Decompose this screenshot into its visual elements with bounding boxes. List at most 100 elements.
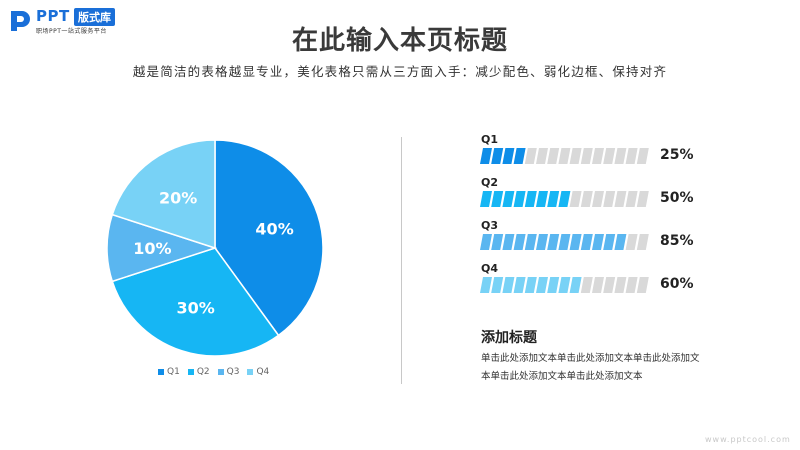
bar-empty-segment xyxy=(636,191,649,207)
bar-value-label: 60% xyxy=(660,276,694,292)
legend-item-q2: Q2 xyxy=(187,367,210,377)
pie-data-label: 10% xyxy=(133,239,171,258)
bar-fill-segment xyxy=(480,191,492,207)
side-body: 单击此处添加文本单击此处添加文本单击此处添加文 本单击此处添加文本单击此处添加文… xyxy=(481,350,731,386)
bar-empty-segment xyxy=(636,277,649,293)
bar-track xyxy=(480,191,649,207)
pie-data-label: 20% xyxy=(159,188,197,207)
side-title: 添加标题 xyxy=(481,330,537,346)
bar-fill-segment xyxy=(558,234,571,250)
bar-empty-segment xyxy=(580,148,593,164)
bar-row-q4: Q4 60% xyxy=(480,262,720,302)
bar-empty-segment xyxy=(536,148,548,164)
bar-fill-segment xyxy=(536,191,548,207)
bar-fill-segment xyxy=(524,277,537,293)
bar-fill-segment xyxy=(502,234,515,250)
pie-slice-q4 xyxy=(111,139,216,250)
legend-label: Q3 xyxy=(226,367,240,377)
bar-fill-segment xyxy=(491,277,504,293)
legend-item-q4: Q4 xyxy=(247,367,269,377)
bar-fill-segment xyxy=(603,234,616,250)
legend-swatch xyxy=(247,369,254,375)
bar-empty-segment xyxy=(592,148,604,164)
bar-empty-segment xyxy=(580,191,593,207)
bar-category-label: Q3 xyxy=(481,219,499,232)
bar-fill-segment xyxy=(491,234,504,250)
bar-empty-segment xyxy=(625,277,638,293)
bar-track xyxy=(480,277,649,293)
bar-fill-segment xyxy=(569,234,582,250)
bar-fill-segment xyxy=(480,148,492,164)
legend-label: Q2 xyxy=(196,367,210,377)
pie-data-label: 40% xyxy=(255,220,293,239)
bar-fill-segment xyxy=(502,277,515,293)
bar-fill-segment xyxy=(491,191,504,207)
legend-swatch xyxy=(187,369,194,375)
bar-empty-segment xyxy=(614,191,627,207)
bar-fill-segment xyxy=(558,191,571,207)
bar-empty-segment xyxy=(547,148,560,164)
bar-fill-segment xyxy=(513,277,526,293)
bar-fill-segment xyxy=(536,277,548,293)
legend-item-q3: Q3 xyxy=(217,367,240,377)
bar-empty-segment xyxy=(603,277,616,293)
bar-empty-segment xyxy=(569,148,582,164)
bar-fill-segment xyxy=(513,191,526,207)
bar-empty-segment xyxy=(614,277,627,293)
logo-text: PPT xyxy=(36,7,70,25)
bar-empty-segment xyxy=(603,148,616,164)
bar-fill-segment xyxy=(547,191,560,207)
bar-row-q2: Q2 50% xyxy=(480,176,720,216)
bar-fill-segment xyxy=(569,277,582,293)
legend-label: Q4 xyxy=(256,367,270,377)
bar-category-label: Q2 xyxy=(481,176,499,189)
watermark: www.pptcool.com xyxy=(705,435,791,444)
bar-empty-segment xyxy=(569,191,582,207)
bar-empty-segment xyxy=(558,148,571,164)
bar-fill-segment xyxy=(547,234,560,250)
pie-slice-q2 xyxy=(111,247,280,357)
side-body-line: 单击此处添加文本单击此处添加文本单击此处添加文 xyxy=(481,353,700,364)
bar-empty-segment xyxy=(636,234,649,250)
bar-category-label: Q4 xyxy=(481,262,499,275)
bar-fill-segment xyxy=(502,148,515,164)
bar-empty-segment xyxy=(636,148,649,164)
legend-swatch xyxy=(217,369,224,375)
legend-label: Q1 xyxy=(167,367,180,377)
bar-fill-segment xyxy=(524,234,537,250)
bar-fill-segment xyxy=(547,277,560,293)
bar-fill-segment xyxy=(558,277,571,293)
bar-row-q1: Q1 25% xyxy=(480,133,720,173)
legend-item-q1: Q1 xyxy=(158,367,180,377)
bar-empty-segment xyxy=(580,277,593,293)
bar-track xyxy=(480,234,649,250)
bar-fill-segment xyxy=(491,148,504,164)
bar-fill-segment xyxy=(480,234,492,250)
bar-fill-segment xyxy=(536,234,548,250)
bar-value-label: 25% xyxy=(660,147,694,163)
bar-fill-segment xyxy=(592,234,604,250)
brand-logo: PPT 版式库 职场PPT一站式服务平台 xyxy=(8,7,148,37)
bar-fill-segment xyxy=(614,234,627,250)
bar-value-label: 85% xyxy=(660,233,694,249)
bar-empty-segment xyxy=(592,277,604,293)
bar-row-q3: Q3 85% xyxy=(480,219,720,259)
side-body-line: 本单击此处添加文本单击此处添加文本 xyxy=(481,371,643,382)
bar-fill-segment xyxy=(480,277,492,293)
bar-fill-segment xyxy=(513,148,526,164)
bar-empty-segment xyxy=(625,234,638,250)
bar-empty-segment xyxy=(524,148,537,164)
logo-subtitle: 职场PPT一站式服务平台 xyxy=(36,28,107,35)
bar-track xyxy=(480,148,649,164)
pie-slice-q1 xyxy=(214,139,324,337)
ppt-logo-icon xyxy=(11,11,30,31)
pie-data-label: 30% xyxy=(176,299,214,318)
bar-empty-segment xyxy=(603,191,616,207)
bar-empty-segment xyxy=(625,191,638,207)
pie-chart: 40% 30% 10% 20% xyxy=(106,139,324,357)
bar-category-label: Q1 xyxy=(481,133,499,146)
page-subtitle: 越是简洁的表格越显专业，美化表格只需从三方面入手：减少配色、弱化边框、保持对齐 xyxy=(132,64,668,79)
vertical-divider xyxy=(401,137,402,384)
legend-swatch xyxy=(158,369,164,375)
bar-fill-segment xyxy=(524,191,537,207)
